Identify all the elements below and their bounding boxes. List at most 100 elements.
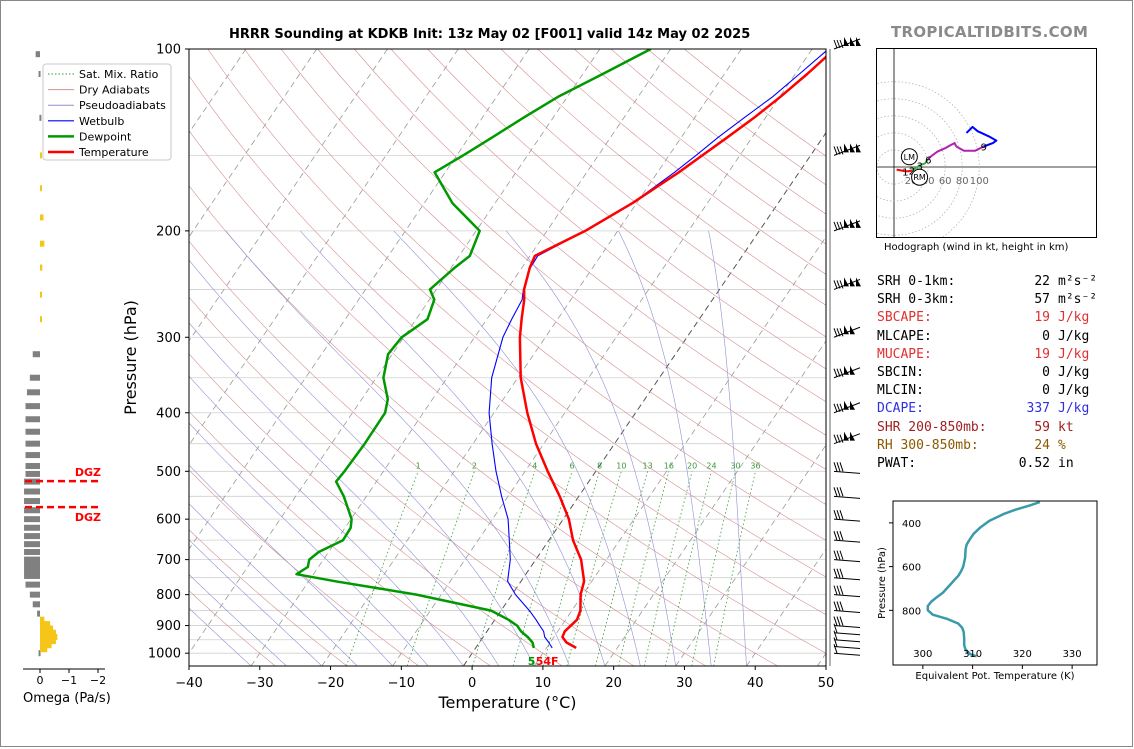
omega-bar bbox=[25, 452, 40, 459]
parameter-value: 337 bbox=[1026, 401, 1050, 417]
parameter-unit: J/kg bbox=[1058, 310, 1090, 326]
x-axis-label: Temperature (°C) bbox=[437, 693, 576, 712]
omega-bar bbox=[35, 51, 40, 58]
dry-adiabat-line bbox=[189, 469, 419, 666]
parameter-label: MLCIN: bbox=[877, 383, 924, 399]
omega-bar bbox=[32, 351, 40, 358]
parameter-unit: in bbox=[1058, 455, 1074, 471]
omega-bar bbox=[40, 152, 42, 159]
legend-label: Sat. Mix. Ratio bbox=[79, 68, 159, 81]
parameter-row: SRH 0-1km: 22 m²s⁻² bbox=[877, 273, 1097, 291]
omega-bar bbox=[24, 567, 40, 574]
temperature-tick-label: 20 bbox=[605, 676, 622, 691]
mixing-ratio-label: 6 bbox=[570, 461, 575, 470]
parameter-unit: J/kg bbox=[1058, 346, 1090, 362]
wetbulb-series-line bbox=[488, 50, 826, 649]
wind-barb bbox=[833, 630, 861, 643]
omega-bar bbox=[24, 507, 40, 514]
omega-bar bbox=[40, 629, 56, 636]
wind-barb bbox=[833, 325, 861, 338]
barb-pennant bbox=[844, 431, 849, 441]
parameter-label: DCAPE: bbox=[877, 401, 924, 417]
barb-flag bbox=[839, 368, 844, 377]
barb-flag bbox=[839, 487, 844, 497]
pressure-tick-label: 400 bbox=[156, 406, 181, 421]
dgz-label: DGZ bbox=[75, 511, 101, 524]
omega-bar bbox=[40, 625, 54, 632]
omega-bar bbox=[24, 498, 40, 505]
parameter-row: MLCIN: 0 J/kg bbox=[877, 382, 1097, 400]
mixing-ratio-label: 4 bbox=[532, 461, 537, 470]
parameter-unit: % bbox=[1058, 437, 1066, 453]
mixing-ratio-label: 36 bbox=[750, 461, 760, 470]
dry-adiabat-line bbox=[189, 296, 635, 666]
omega-bar bbox=[29, 591, 40, 598]
omega-bar bbox=[24, 488, 40, 495]
hodograph-ring-label: 80 bbox=[956, 176, 969, 187]
theta-e-frame bbox=[892, 500, 1098, 666]
dry-adiabat-line bbox=[500, 49, 826, 306]
pseudoadiabat-line bbox=[225, 230, 570, 666]
mixing-ratio-label: 16 bbox=[664, 461, 674, 470]
barb-flag bbox=[839, 616, 844, 626]
pressure-tick-label: 800 bbox=[156, 588, 181, 603]
hodograph-ring-label: 100 bbox=[970, 176, 989, 187]
omega-bar bbox=[39, 114, 42, 121]
chart-title: HRRR Sounding at KDKB Init: 13z May 02 [… bbox=[229, 27, 751, 42]
omega-bar bbox=[26, 389, 40, 396]
barb-flag bbox=[833, 39, 838, 49]
theta-e-x-tick-label: 330 bbox=[1063, 649, 1082, 660]
barb-flag bbox=[836, 531, 841, 541]
temperature-tick-label: 0 bbox=[468, 676, 476, 691]
omega-tick-label: −1 bbox=[61, 674, 77, 687]
pressure-tick-label: 600 bbox=[156, 513, 181, 528]
mixing-ratio-line bbox=[665, 471, 712, 666]
y-axis-label: Pressure (hPa) bbox=[121, 300, 140, 415]
wind-barb bbox=[833, 616, 861, 629]
omega-bar bbox=[29, 374, 40, 381]
parameter-value: 57 bbox=[1034, 292, 1050, 308]
hodograph-segment bbox=[896, 168, 913, 173]
hodograph-height-label: 1 bbox=[902, 167, 908, 178]
pseudoadiabat-line bbox=[189, 259, 535, 666]
dry-adiabat-line bbox=[189, 410, 491, 666]
parameter-value: 59 bbox=[1034, 419, 1050, 435]
isotherm-line bbox=[250, 49, 671, 666]
barb-pennant bbox=[850, 325, 855, 335]
wind-barb bbox=[833, 585, 861, 598]
barb-staff bbox=[833, 577, 861, 581]
parameter-value: 19 bbox=[1034, 346, 1050, 362]
omega-bar bbox=[40, 264, 43, 271]
pseudoadiabat-line bbox=[505, 230, 676, 666]
temperature-tick-label: 40 bbox=[747, 676, 764, 691]
barb-flag bbox=[839, 601, 844, 611]
theta-e-x-tick-label: 300 bbox=[913, 649, 932, 660]
pseudoadiabat-line bbox=[393, 230, 641, 666]
omega-bar bbox=[25, 440, 40, 447]
mixing-ratio-line bbox=[512, 471, 573, 666]
mixing-ratio-label: 13 bbox=[643, 461, 653, 470]
pseudoadiabat-line bbox=[189, 422, 429, 666]
temperature-series-line bbox=[518, 55, 826, 649]
parameter-table: SRH 0-1km: 22 m²s⁻² SRH 0-3km: 57 m²s⁻² SBCAPE… bbox=[877, 273, 1097, 473]
barb-flag bbox=[833, 509, 838, 520]
barb-flag bbox=[839, 280, 844, 289]
omega-bar bbox=[40, 185, 42, 192]
barb-flag bbox=[833, 585, 838, 595]
mixing-ratio-label: 2 bbox=[472, 461, 477, 470]
mixing-ratio-line bbox=[472, 471, 536, 666]
parameter-label: SRH 0-1km: bbox=[877, 274, 956, 289]
barb-staff bbox=[833, 625, 861, 629]
theta-e-x-tick-label: 320 bbox=[1013, 649, 1032, 660]
barb-flag bbox=[839, 328, 844, 337]
barb-flag bbox=[833, 568, 838, 578]
skewt-chart: 1 2 4 6 8 10 13 16 20 24 30 365 54F10020030040050060… bbox=[42, 37, 861, 712]
legend-label: Dewpoint bbox=[79, 130, 132, 143]
omega-bar bbox=[24, 478, 40, 485]
omega-bar bbox=[40, 316, 42, 323]
barb-flag bbox=[836, 280, 841, 289]
omega-axis-label: Omega (Pa/s) bbox=[23, 691, 111, 706]
theta-e-series-line bbox=[926, 501, 1041, 658]
